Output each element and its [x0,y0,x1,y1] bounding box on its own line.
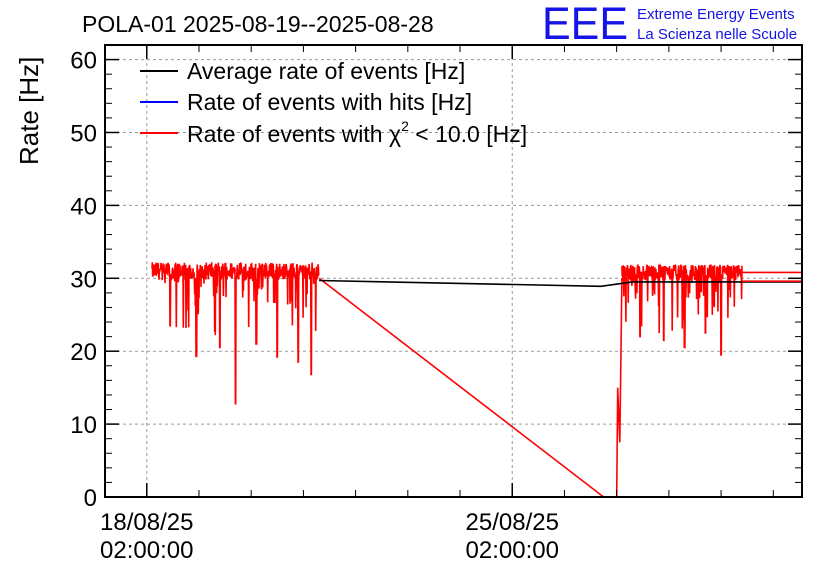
y-tick-label: 0 [84,485,97,512]
legend-label-average: Average rate of events [Hz] [187,58,465,84]
legend: Average rate of events [Hz] Rate of even… [140,58,527,147]
x-tick-time-label: 02:00:00 [466,537,559,564]
x-tick-date-label: 18/08/25 [100,509,193,536]
chart-title: POLA-01 2025-08-19--2025-08-28 [82,11,434,37]
y-tick-label: 60 [70,48,97,75]
legend-label-hits: Rate of events with hits [Hz] [187,89,472,115]
chi2-rate-gap-line [318,277,623,498]
legend-label-chi2: Rate of events with χ2 < 10.0 [Hz] [187,118,527,147]
chi2-rate-noisy-segment [151,262,320,405]
eee-logo-line1: Extreme Energy Events [637,6,795,23]
y-tick-label: 40 [70,193,97,220]
y-tick-label: 30 [70,266,97,293]
x-tick-time-label: 02:00:00 [100,537,193,564]
y-axis-title: Rate [Hz] [14,57,44,165]
eee-logo-line2: La Scienza nelle Scuole [637,26,797,43]
eee-logo-text: EEE [542,0,628,49]
grid-layer [105,45,802,497]
y-tick-label: 50 [70,120,97,147]
plot-frame [104,44,803,498]
eee-logo: EEE Extreme Energy Events La Scienza nel… [542,0,797,49]
y-tick-label: 10 [70,412,97,439]
axis-layer: 010203040506018/08/2502:00:0025/08/2502:… [70,44,802,564]
chi2-rate-noisy-segment [621,263,743,356]
series-layer [151,262,802,498]
y-tick-label: 20 [70,339,97,366]
average-rate-line [319,279,802,288]
x-tick-date-label: 25/08/25 [466,509,559,536]
